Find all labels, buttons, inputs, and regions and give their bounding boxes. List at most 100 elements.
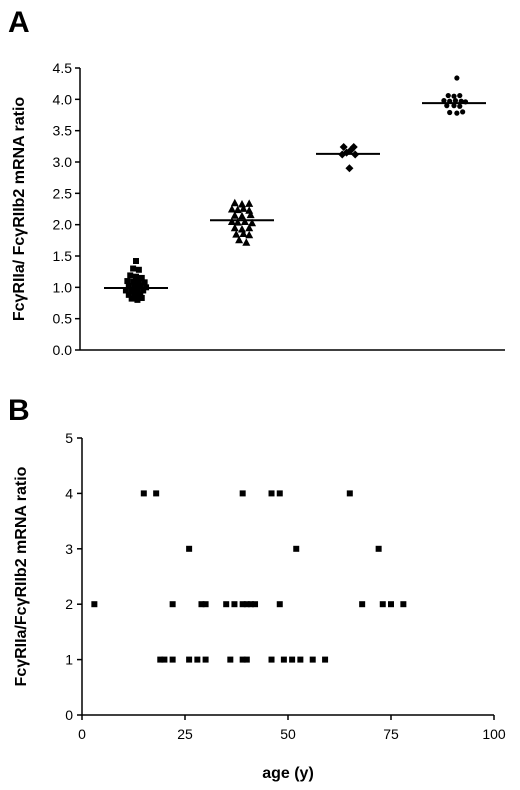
data-point	[445, 92, 451, 99]
data-point	[359, 601, 366, 608]
data-point	[375, 545, 382, 552]
data-point	[233, 218, 242, 226]
y-tick-label: 2.0	[53, 217, 73, 233]
data-point	[235, 235, 244, 244]
y-tick-label: 5	[65, 430, 73, 446]
data-point	[246, 210, 255, 219]
data-point	[137, 291, 144, 298]
data-point	[451, 103, 457, 109]
data-point	[239, 490, 246, 497]
data-point	[322, 656, 329, 663]
data-point	[388, 601, 394, 608]
y-tick-label: 4	[65, 485, 73, 501]
data-point	[141, 279, 148, 286]
panel-b-data-points	[91, 490, 407, 663]
data-point	[245, 223, 254, 232]
data-point	[131, 292, 138, 299]
data-point	[194, 656, 201, 663]
data-point	[239, 601, 246, 608]
panel-a-data-points	[104, 75, 486, 303]
panel-b-x-axis-title: age (y)	[262, 765, 314, 782]
data-point	[297, 656, 304, 663]
data-point	[238, 199, 246, 208]
data-point	[268, 656, 275, 663]
data-point	[276, 490, 283, 497]
data-point	[238, 225, 246, 233]
y-tick-label: 3.0	[53, 154, 73, 170]
panel-a-y-ticks: 0.0 0.5 1.0 1.5 2.0 2.5 3.0 3.5 4.0 4.5	[53, 60, 80, 358]
data-point	[242, 238, 251, 246]
data-point	[133, 258, 139, 265]
data-point	[127, 272, 134, 279]
data-point	[169, 601, 176, 608]
data-point	[451, 93, 457, 99]
data-point	[243, 601, 250, 608]
data-point	[135, 278, 142, 285]
data-point	[460, 109, 466, 115]
data-point	[128, 295, 135, 302]
data-point	[230, 211, 239, 219]
data-point	[447, 109, 453, 116]
panel-a-scatter-chart: A FcγRIIa/ FcγRIIb2 mRNA ratio 0.0 0.5 1.0…	[8, 6, 505, 358]
data-point	[339, 142, 348, 151]
data-point	[276, 601, 283, 608]
data-point	[268, 490, 275, 497]
data-point	[140, 490, 147, 497]
data-point	[239, 229, 248, 237]
data-point	[125, 291, 132, 298]
data-point	[137, 283, 144, 290]
data-point	[128, 288, 135, 295]
y-tick-label: 3	[65, 541, 73, 557]
data-point	[125, 283, 132, 290]
data-point	[238, 211, 246, 220]
data-point	[198, 601, 205, 608]
data-point	[140, 287, 147, 294]
y-tick-label: 4.0	[53, 91, 73, 107]
data-point	[245, 230, 254, 239]
x-tick-label: 50	[280, 726, 296, 742]
data-point	[122, 287, 129, 294]
data-point	[230, 198, 239, 207]
data-point	[245, 199, 254, 207]
data-point	[153, 490, 160, 497]
data-point	[248, 218, 257, 227]
data-point	[454, 110, 460, 116]
y-tick-label: 0	[65, 707, 73, 723]
data-point	[91, 601, 98, 608]
data-point	[293, 545, 300, 552]
data-point	[231, 601, 238, 608]
data-point	[346, 490, 353, 497]
y-tick-label: 1.5	[53, 248, 73, 264]
panel-b-y-axis-title: FcγRIIa/FcγRIIb2 mRNA ratio	[13, 466, 30, 686]
data-point	[280, 656, 287, 663]
data-point	[309, 656, 316, 663]
data-point	[131, 283, 138, 290]
x-tick-label: 25	[177, 726, 193, 742]
panel-b-label: B	[8, 394, 30, 427]
data-point	[227, 217, 236, 226]
x-tick-label: 0	[78, 726, 86, 742]
panel-a-y-axis-title: FcγRIIa/ FcγRIIb2 mRNA ratio	[11, 97, 28, 322]
data-point	[239, 656, 246, 663]
data-point	[239, 204, 248, 212]
data-point	[444, 103, 450, 109]
data-point	[345, 164, 354, 173]
data-point	[134, 288, 141, 295]
data-point	[202, 656, 209, 663]
data-point	[202, 601, 209, 608]
data-point	[130, 278, 137, 285]
data-point	[452, 97, 459, 104]
y-tick-label: 0.0	[53, 342, 73, 358]
data-point	[252, 601, 259, 608]
x-tick-label: 100	[482, 726, 506, 742]
panel-a-label: A	[8, 6, 30, 39]
data-point	[230, 223, 239, 232]
data-point	[161, 656, 168, 663]
data-point	[157, 656, 164, 663]
y-tick-label: 2	[65, 596, 73, 612]
data-point	[135, 266, 142, 273]
data-point	[232, 230, 241, 238]
